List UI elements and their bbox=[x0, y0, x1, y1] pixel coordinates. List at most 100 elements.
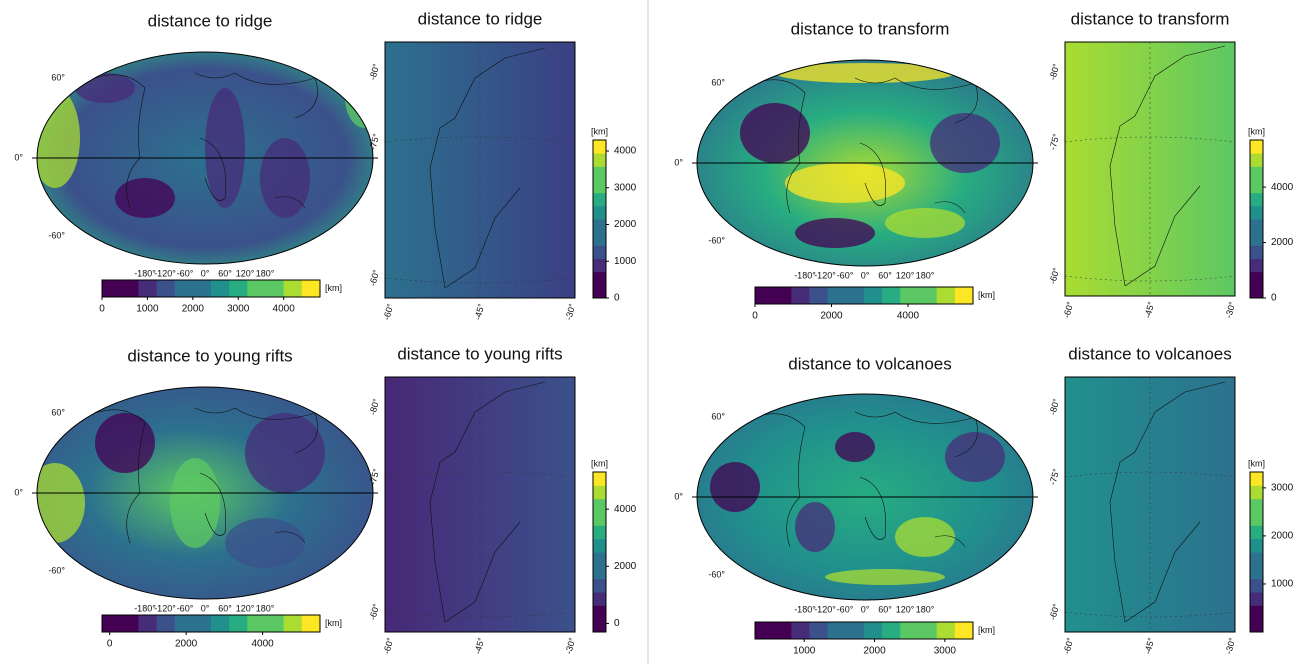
graticule bbox=[384, 42, 576, 298]
colorbar-step bbox=[593, 525, 606, 540]
colorbar-step bbox=[247, 615, 266, 632]
colorbar-step bbox=[265, 280, 285, 297]
colorbar-step bbox=[900, 287, 919, 304]
colorbar-step bbox=[593, 498, 606, 513]
colorbar-step bbox=[211, 615, 230, 632]
colorbar-step bbox=[1250, 498, 1263, 513]
colorbar-step bbox=[1250, 592, 1263, 606]
lon-label: -60° bbox=[177, 268, 194, 278]
field-blob bbox=[795, 218, 875, 248]
colorbar-step bbox=[1250, 284, 1263, 299]
colorbar-step bbox=[1250, 618, 1263, 633]
field-blob bbox=[95, 413, 155, 473]
lat-label: 60° bbox=[51, 72, 65, 82]
lat-label: 0° bbox=[674, 491, 683, 501]
colorbar-frame bbox=[592, 139, 607, 299]
lon-label: -60° bbox=[177, 603, 194, 613]
regional-frame bbox=[1064, 41, 1236, 297]
field-blob bbox=[885, 208, 965, 238]
lat-label: 0° bbox=[674, 157, 683, 167]
colorbar-tick-label: 2000 bbox=[614, 561, 637, 572]
lat-label: -60° bbox=[367, 602, 381, 621]
colorbar-step bbox=[1250, 512, 1263, 526]
colorbar-step bbox=[593, 166, 606, 180]
graticule bbox=[1064, 377, 1236, 632]
regional-field bbox=[1065, 377, 1235, 632]
lon-label: -60° bbox=[1061, 636, 1075, 655]
lon-label: -30° bbox=[563, 636, 577, 655]
lon-label: 60° bbox=[878, 270, 892, 280]
field-blob bbox=[825, 569, 945, 585]
colorbar-tick-label: 1000 bbox=[614, 256, 637, 267]
lon-label: -30° bbox=[1223, 300, 1237, 319]
lat-label: -60° bbox=[1047, 602, 1061, 621]
lon-label: -180° bbox=[794, 270, 816, 280]
colorbar-step bbox=[1250, 472, 1263, 486]
colorbar-step bbox=[1250, 140, 1263, 154]
lon-label: 180° bbox=[256, 603, 275, 613]
colorbar-step bbox=[593, 232, 606, 246]
colorbar-step bbox=[102, 615, 121, 632]
lon-label: 180° bbox=[916, 604, 935, 614]
colorbar-unit: [km] bbox=[325, 283, 342, 293]
colorbar-step bbox=[1250, 232, 1263, 246]
colorbar-tick-label: 3000 bbox=[1271, 482, 1294, 493]
colorbar-step bbox=[864, 287, 883, 304]
colorbar-step bbox=[1250, 552, 1263, 566]
graticule bbox=[1064, 42, 1236, 296]
lon-label: 0° bbox=[201, 603, 210, 613]
lon-label: -45° bbox=[472, 302, 486, 321]
colorbar-step bbox=[1250, 578, 1263, 593]
field-blob bbox=[945, 432, 1005, 482]
colorbar-frame bbox=[754, 286, 974, 305]
colorbar-frame bbox=[754, 621, 974, 640]
lon-label: -60° bbox=[837, 604, 854, 614]
colorbar-tick-label: 0 bbox=[99, 304, 105, 315]
lon-label: -60° bbox=[837, 270, 854, 280]
field-blob bbox=[37, 88, 80, 188]
colorbar-tick-label: 2000 bbox=[820, 311, 843, 322]
colorbar-step bbox=[954, 287, 974, 304]
map-title: distance to ridge bbox=[148, 11, 273, 30]
colorbar-step bbox=[791, 622, 810, 639]
colorbar-tick-label: 2000 bbox=[863, 646, 886, 657]
colorbar-step bbox=[936, 287, 956, 304]
colorbar-step bbox=[827, 287, 847, 304]
field-blob bbox=[225, 518, 305, 568]
coastline bbox=[94, 72, 318, 209]
colorbar-step bbox=[1250, 192, 1263, 207]
colorbar-tick-label: 2000 bbox=[175, 639, 198, 650]
colorbar-step bbox=[593, 592, 606, 606]
lon-label: 180° bbox=[916, 270, 935, 280]
colorbar-step bbox=[593, 179, 606, 194]
regional-frame bbox=[384, 376, 576, 633]
colorbar-step bbox=[174, 280, 194, 297]
lon-label: -180° bbox=[134, 268, 156, 278]
coastline bbox=[1109, 45, 1226, 287]
colorbar-step bbox=[791, 287, 810, 304]
colorbar-step bbox=[120, 615, 139, 632]
colorbar-step bbox=[593, 472, 606, 486]
colorbar-tick-label: 0 bbox=[107, 639, 113, 650]
field-blob bbox=[260, 138, 310, 218]
colorbar-step bbox=[1250, 525, 1263, 540]
colorbar-step bbox=[593, 140, 606, 154]
lon-label: -180° bbox=[794, 604, 816, 614]
lon-label: 120° bbox=[896, 604, 915, 614]
lon-label: -45° bbox=[1142, 300, 1156, 319]
lon-label: 0° bbox=[861, 604, 870, 614]
colorbar-step bbox=[593, 512, 606, 526]
lat-label: -75° bbox=[1047, 467, 1061, 486]
colorbar-tick-label: 2000 bbox=[182, 304, 205, 315]
colorbar-step bbox=[593, 552, 606, 566]
colorbar-tick-label: 3000 bbox=[614, 182, 637, 193]
lon-label: 120° bbox=[236, 268, 255, 278]
colorbar-step bbox=[809, 622, 829, 639]
lon-label: 120° bbox=[236, 603, 255, 613]
colorbar-step bbox=[845, 622, 865, 639]
lat-label: -60° bbox=[48, 565, 65, 575]
colorbar-step bbox=[1250, 271, 1263, 286]
colorbar-frame bbox=[101, 614, 321, 633]
field-blob bbox=[170, 458, 220, 548]
colorbar-step bbox=[1250, 245, 1263, 259]
